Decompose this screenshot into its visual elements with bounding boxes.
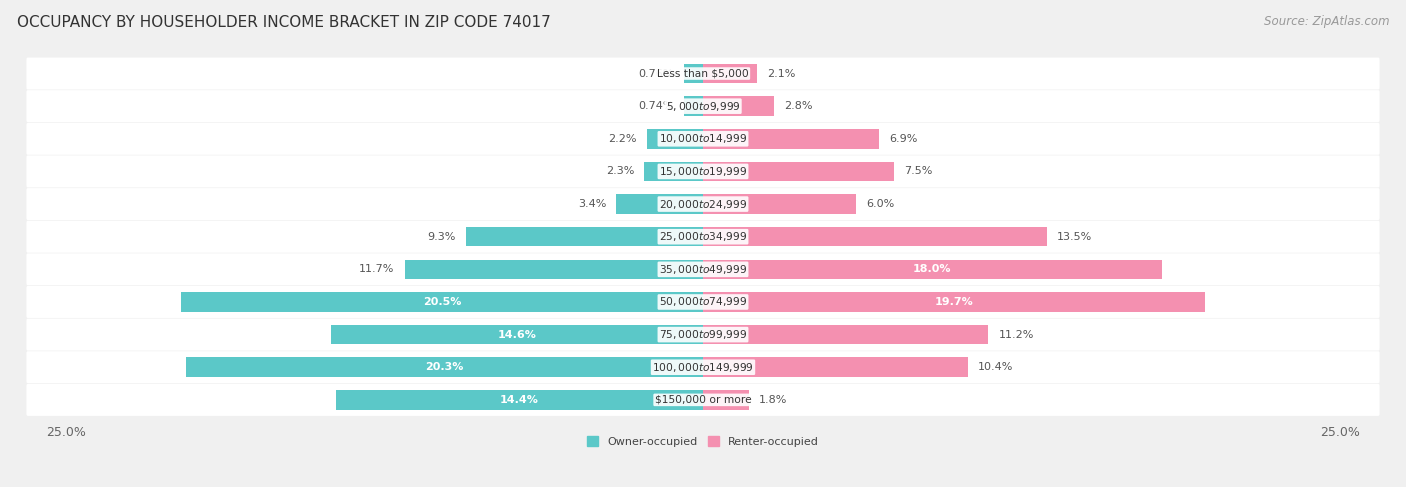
Text: 11.7%: 11.7% bbox=[360, 264, 395, 274]
Text: 9.3%: 9.3% bbox=[427, 232, 456, 242]
Text: 3.4%: 3.4% bbox=[578, 199, 606, 209]
Text: 2.8%: 2.8% bbox=[785, 101, 813, 111]
Bar bbox=[703, 96, 775, 116]
Bar bbox=[647, 129, 703, 149]
Bar bbox=[703, 390, 749, 410]
FancyBboxPatch shape bbox=[27, 90, 1379, 122]
Text: $35,000 to $49,999: $35,000 to $49,999 bbox=[659, 263, 747, 276]
Text: 0.74%: 0.74% bbox=[638, 101, 673, 111]
FancyBboxPatch shape bbox=[27, 188, 1379, 220]
Bar bbox=[703, 227, 1047, 246]
Bar bbox=[336, 390, 703, 410]
Text: 14.4%: 14.4% bbox=[501, 395, 538, 405]
Text: $150,000 or more: $150,000 or more bbox=[655, 395, 751, 405]
FancyBboxPatch shape bbox=[27, 318, 1379, 351]
Text: 2.1%: 2.1% bbox=[766, 69, 794, 78]
Text: 20.5%: 20.5% bbox=[423, 297, 461, 307]
Bar bbox=[703, 292, 1205, 312]
Bar bbox=[330, 325, 703, 344]
Text: $20,000 to $24,999: $20,000 to $24,999 bbox=[659, 198, 747, 210]
Bar bbox=[405, 260, 703, 279]
Text: $50,000 to $74,999: $50,000 to $74,999 bbox=[659, 296, 747, 308]
Legend: Owner-occupied, Renter-occupied: Owner-occupied, Renter-occupied bbox=[586, 436, 820, 447]
FancyBboxPatch shape bbox=[27, 57, 1379, 90]
Bar bbox=[703, 129, 879, 149]
Text: 6.9%: 6.9% bbox=[889, 134, 917, 144]
Text: 10.4%: 10.4% bbox=[979, 362, 1014, 372]
Text: 1.8%: 1.8% bbox=[759, 395, 787, 405]
FancyBboxPatch shape bbox=[27, 384, 1379, 416]
Bar bbox=[703, 64, 756, 83]
Bar bbox=[703, 194, 856, 214]
FancyBboxPatch shape bbox=[27, 221, 1379, 253]
FancyBboxPatch shape bbox=[27, 286, 1379, 318]
Bar bbox=[703, 325, 988, 344]
Text: $15,000 to $19,999: $15,000 to $19,999 bbox=[659, 165, 747, 178]
Bar bbox=[703, 260, 1161, 279]
Text: 13.5%: 13.5% bbox=[1057, 232, 1092, 242]
FancyBboxPatch shape bbox=[27, 351, 1379, 383]
Bar bbox=[685, 96, 703, 116]
Text: 14.6%: 14.6% bbox=[498, 330, 537, 339]
Text: 11.2%: 11.2% bbox=[998, 330, 1033, 339]
Bar bbox=[683, 64, 703, 83]
Bar bbox=[644, 162, 703, 181]
Text: $5,000 to $9,999: $5,000 to $9,999 bbox=[665, 100, 741, 112]
Bar bbox=[616, 194, 703, 214]
Text: $25,000 to $34,999: $25,000 to $34,999 bbox=[659, 230, 747, 243]
Bar bbox=[465, 227, 703, 246]
Text: 7.5%: 7.5% bbox=[904, 167, 932, 176]
Text: 20.3%: 20.3% bbox=[425, 362, 464, 372]
Text: 0.76%: 0.76% bbox=[638, 69, 673, 78]
FancyBboxPatch shape bbox=[27, 155, 1379, 187]
FancyBboxPatch shape bbox=[27, 253, 1379, 285]
Bar bbox=[186, 357, 703, 377]
FancyBboxPatch shape bbox=[27, 123, 1379, 155]
Text: 2.2%: 2.2% bbox=[609, 134, 637, 144]
Text: 6.0%: 6.0% bbox=[866, 199, 894, 209]
Text: Less than $5,000: Less than $5,000 bbox=[657, 69, 749, 78]
Text: $100,000 to $149,999: $100,000 to $149,999 bbox=[652, 361, 754, 374]
Text: Source: ZipAtlas.com: Source: ZipAtlas.com bbox=[1264, 15, 1389, 28]
Bar bbox=[703, 162, 894, 181]
Text: OCCUPANCY BY HOUSEHOLDER INCOME BRACKET IN ZIP CODE 74017: OCCUPANCY BY HOUSEHOLDER INCOME BRACKET … bbox=[17, 15, 551, 30]
Text: 18.0%: 18.0% bbox=[912, 264, 952, 274]
Text: $10,000 to $14,999: $10,000 to $14,999 bbox=[659, 132, 747, 145]
Text: $75,000 to $99,999: $75,000 to $99,999 bbox=[659, 328, 747, 341]
Bar bbox=[180, 292, 703, 312]
Text: 2.3%: 2.3% bbox=[606, 167, 634, 176]
Bar bbox=[703, 357, 967, 377]
Text: 19.7%: 19.7% bbox=[935, 297, 973, 307]
